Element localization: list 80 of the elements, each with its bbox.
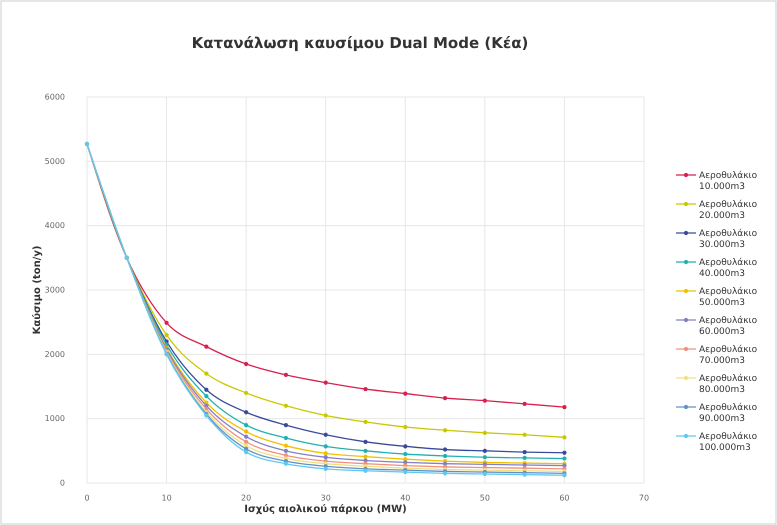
point <box>482 430 487 435</box>
point <box>562 435 567 440</box>
point <box>363 448 368 453</box>
x-tick-label: 10 <box>161 494 172 503</box>
point <box>442 396 448 400</box>
point <box>522 456 527 460</box>
point <box>522 432 527 437</box>
legend-label: Αεροθυλάκιο 50.000m3 <box>699 286 758 308</box>
point <box>284 436 288 440</box>
point <box>244 429 248 434</box>
point <box>244 434 248 439</box>
point <box>244 422 248 428</box>
x-tick-label: 0 <box>84 494 90 503</box>
point <box>284 462 288 466</box>
point <box>244 450 248 454</box>
point <box>482 448 487 453</box>
point <box>363 386 368 392</box>
point <box>363 440 368 444</box>
point <box>522 450 527 454</box>
point <box>244 410 248 414</box>
point <box>324 455 328 460</box>
legend-label: Αεροθυλάκιο 20.000m3 <box>699 199 758 221</box>
point <box>324 466 328 471</box>
y-tick-label: 2000 <box>44 350 65 359</box>
y-tick-label: 6000 <box>44 92 65 102</box>
y-tick-label: 3000 <box>44 286 65 295</box>
point <box>284 444 288 448</box>
legend-label: Αεροθυλάκιο 100.000m3 <box>699 431 758 453</box>
x-tick-label: 50 <box>480 494 490 503</box>
point <box>284 404 288 408</box>
point <box>164 320 169 325</box>
point <box>403 444 408 448</box>
point <box>204 344 208 349</box>
point <box>522 402 527 406</box>
x-tick-label: 30 <box>320 494 331 503</box>
point <box>204 372 208 376</box>
point <box>284 448 288 453</box>
point <box>324 413 328 418</box>
point <box>562 456 567 461</box>
legend-label: Αεροθυλάκιο 60.000m3 <box>699 315 758 337</box>
point <box>244 390 248 396</box>
x-tick-label: 70 <box>638 494 650 503</box>
y-axis-title: Καύσιμο (ton/y) <box>32 246 43 334</box>
point <box>403 424 408 430</box>
legend-label: Αεροθυλάκιο 70.000m3 <box>699 344 758 366</box>
point <box>164 332 169 338</box>
y-tick-label: 5000 <box>44 156 65 166</box>
point <box>284 422 288 428</box>
x-axis-title: Ισχύς αιολικού πάρκου (MW) <box>244 504 407 515</box>
point <box>442 454 448 458</box>
point <box>324 451 328 456</box>
point <box>324 380 328 385</box>
point <box>562 404 567 410</box>
legend-label: Αεροθυλάκιο 90.000m3 <box>699 402 758 424</box>
point <box>403 391 408 396</box>
y-tick-label: 0 <box>60 478 65 488</box>
legend-label: Αεροθυλάκιο 40.000m3 <box>699 257 758 279</box>
point <box>363 420 368 424</box>
x-tick-label: 40 <box>400 494 410 503</box>
point <box>204 388 208 392</box>
x-tick-label: 20 <box>241 494 252 503</box>
y-tick-label: 1000 <box>44 414 65 424</box>
point <box>244 362 248 366</box>
point <box>482 455 487 460</box>
point <box>482 398 487 403</box>
y-tick-label: 4000 <box>44 221 65 230</box>
point <box>324 444 328 448</box>
point <box>324 432 328 437</box>
point <box>204 394 208 398</box>
point <box>442 447 448 452</box>
x-tick-label: 60 <box>559 494 570 503</box>
point <box>403 452 408 456</box>
point <box>442 428 448 432</box>
point <box>562 450 567 455</box>
legend-label: Αεροθυλάκιο 80.000m3 <box>699 373 758 395</box>
point <box>363 454 368 459</box>
chart-title: Κατανάλωση καυσίμου Dual Mode (Κέα) <box>192 34 528 52</box>
legend-label: Αεροθυλάκιο 30.000m3 <box>699 228 758 250</box>
legend-label: Αεροθυλάκιο 10.000m3 <box>699 170 758 192</box>
point <box>284 372 288 378</box>
